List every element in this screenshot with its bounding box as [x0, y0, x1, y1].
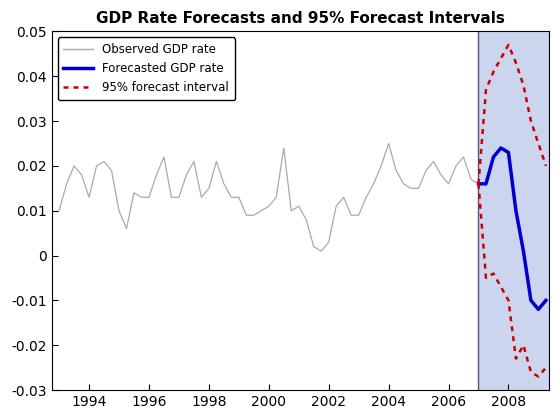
Bar	[478, 32, 549, 390]
Legend: Observed GDP rate, Forecasted GDP rate, 95% forecast interval: Observed GDP rate, Forecasted GDP rate, …	[58, 37, 235, 100]
Title: GDP Rate Forecasts and 95% Forecast Intervals: GDP Rate Forecasts and 95% Forecast Inte…	[96, 11, 505, 26]
